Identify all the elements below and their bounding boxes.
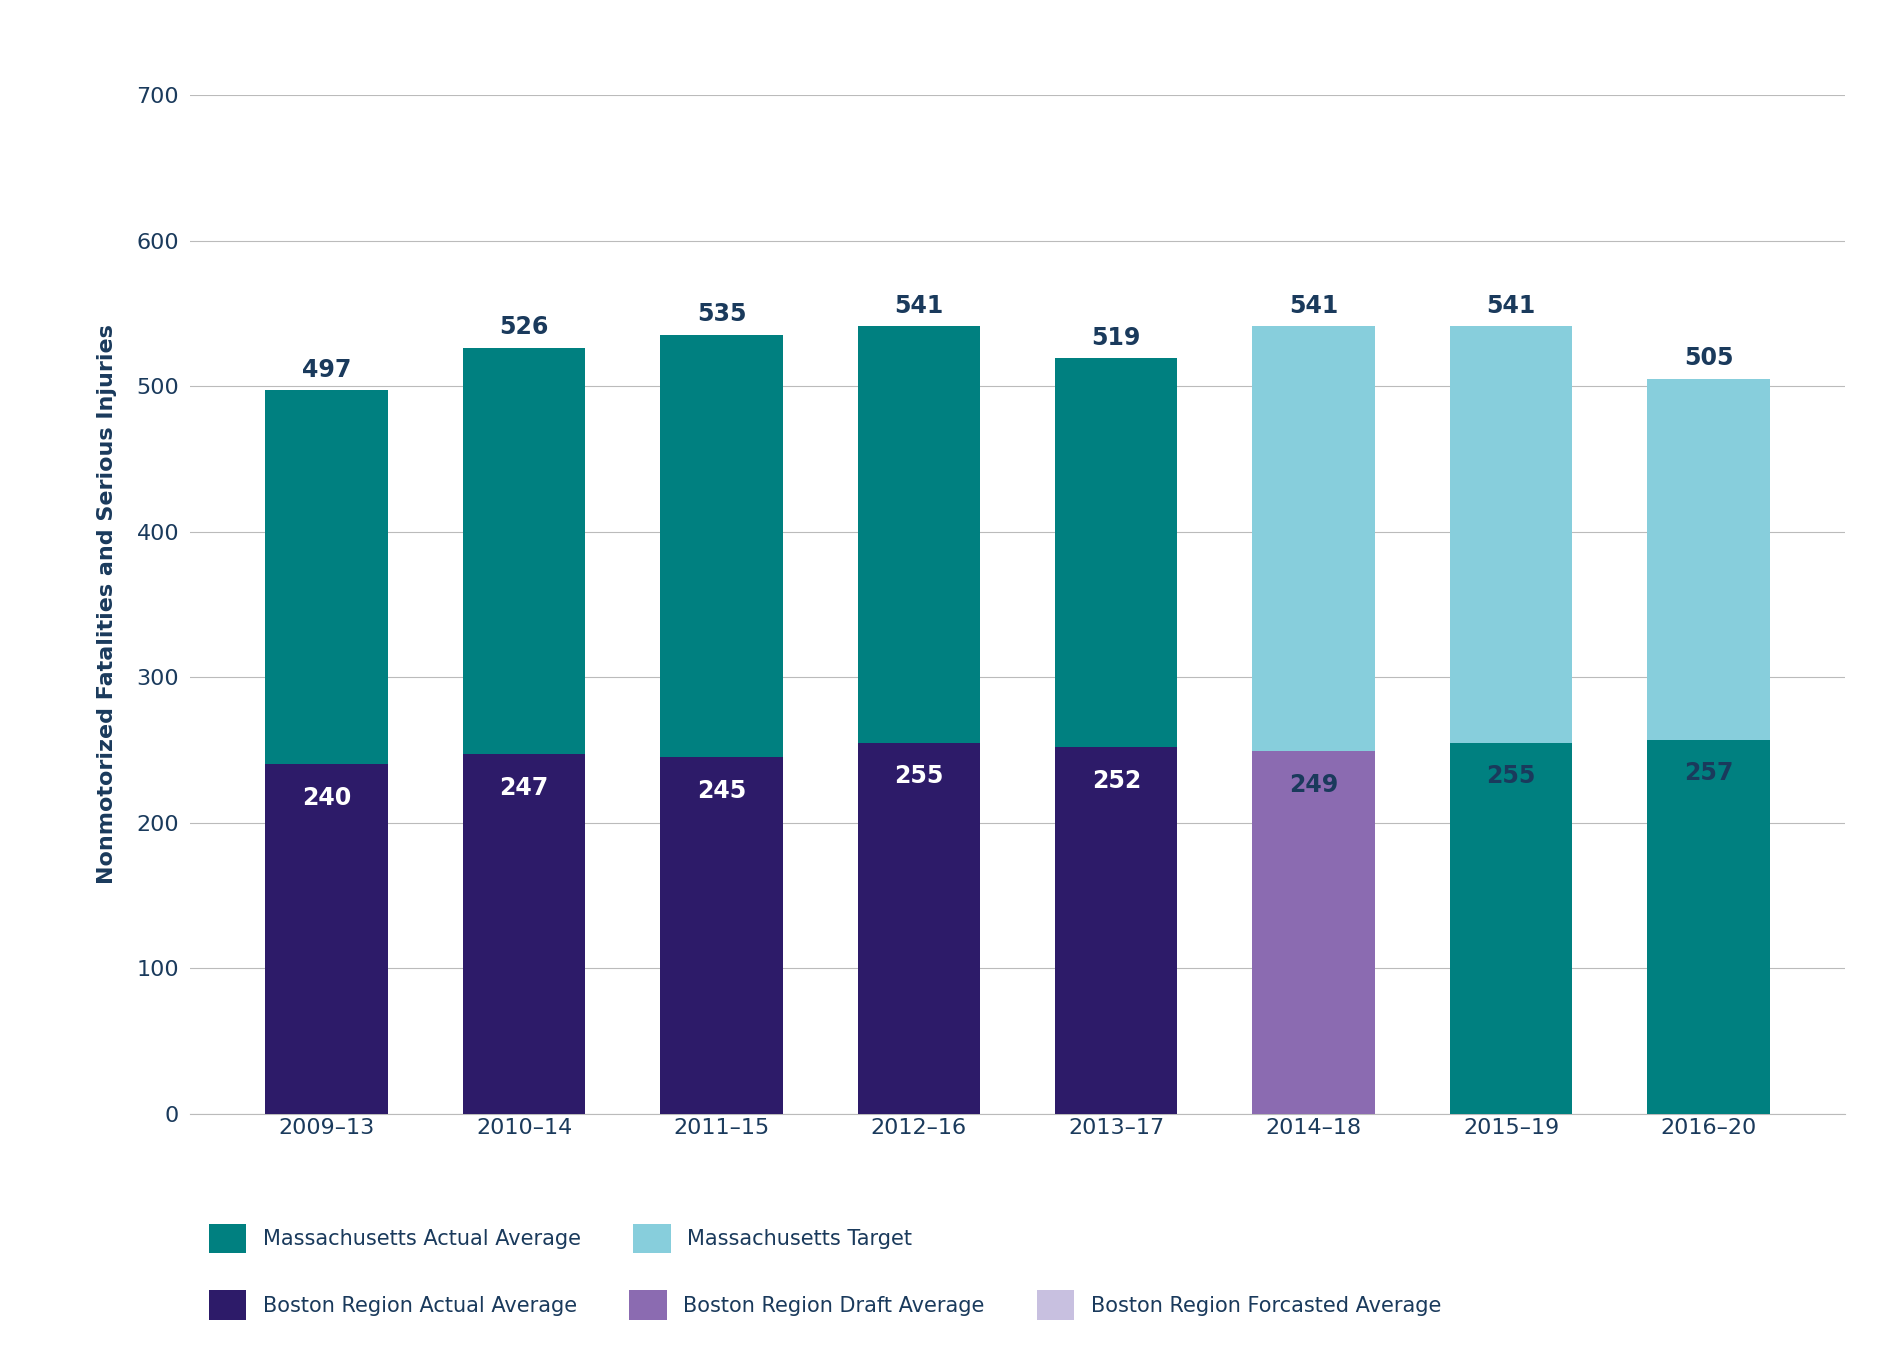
Bar <box>1253 751 1375 1114</box>
Bar <box>1647 379 1769 740</box>
Text: 519: 519 <box>1092 326 1141 349</box>
Text: 541: 541 <box>1487 293 1535 318</box>
Text: 526: 526 <box>500 315 548 340</box>
Bar <box>266 765 388 1114</box>
Text: 249: 249 <box>1290 773 1339 797</box>
Bar <box>858 743 980 1114</box>
Text: 541: 541 <box>894 293 943 318</box>
Text: 255: 255 <box>894 765 943 789</box>
Text: 535: 535 <box>696 303 746 326</box>
Bar <box>660 335 782 756</box>
Text: 240: 240 <box>302 786 352 811</box>
Bar <box>660 756 782 1114</box>
Bar <box>1449 743 1573 1114</box>
Bar <box>1056 747 1177 1114</box>
Text: 252: 252 <box>1092 769 1141 793</box>
Bar <box>462 348 586 754</box>
Bar <box>1253 326 1375 751</box>
Text: 505: 505 <box>1683 346 1733 369</box>
Text: 541: 541 <box>1290 293 1339 318</box>
Bar <box>1056 359 1177 747</box>
Bar <box>858 326 980 743</box>
Text: 245: 245 <box>696 779 746 803</box>
Text: 497: 497 <box>302 357 352 382</box>
Text: 255: 255 <box>1487 765 1535 789</box>
Text: 257: 257 <box>1683 762 1733 785</box>
Bar <box>1449 326 1573 743</box>
Text: 247: 247 <box>500 775 548 800</box>
Y-axis label: Nonmotorized Fatalities and Serious Injuries: Nonmotorized Fatalities and Serious Inju… <box>97 325 116 884</box>
Legend: Boston Region Actual Average, Boston Region Draft Average, Boston Region Forcast: Boston Region Actual Average, Boston Reg… <box>200 1282 1449 1328</box>
Bar <box>1647 740 1769 1114</box>
Bar <box>462 754 586 1114</box>
Bar <box>266 391 388 765</box>
